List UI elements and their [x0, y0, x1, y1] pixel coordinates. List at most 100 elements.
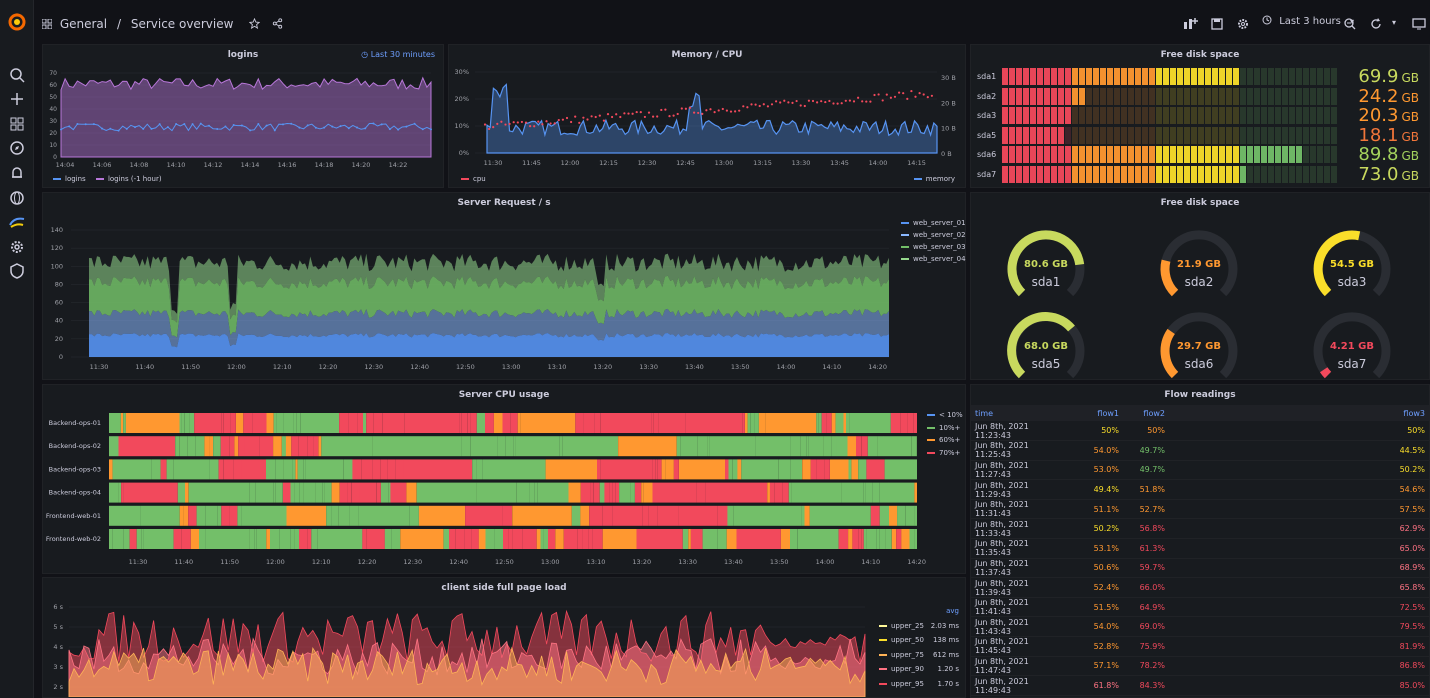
panel-title[interactable]: Server Request / s	[457, 198, 551, 208]
table-row[interactable]: Jun 8th, 2021 11:39:43 52.4% 66.0% 65.8%	[971, 577, 1429, 598]
legend-item[interactable]: 70%+	[927, 447, 963, 460]
legend: < 10% 10%+ 60%+ 70%+	[927, 409, 963, 459]
legend-item[interactable]: upper_95 1.70 s	[879, 677, 959, 692]
table-row[interactable]: Jun 8th, 2021 11:33:43 50.2% 56.8% 62.9%	[971, 518, 1429, 540]
panel-free-disk-bars[interactable]: Free disk space sda1 69.9 GB sda2 24.2 GB sda3…	[970, 44, 1430, 188]
table-row[interactable]: Jun 8th, 2021 11:47:43 57.1% 78.2% 86.8%	[971, 656, 1429, 677]
shield-icon[interactable]	[8, 262, 26, 280]
legend-item[interactable]: logins	[53, 175, 86, 183]
tv-mode-icon[interactable]	[1412, 14, 1426, 34]
legend-item[interactable]: 60%+	[927, 434, 963, 447]
legend-item[interactable]: < 10%	[927, 409, 963, 422]
zoom-out-icon[interactable]	[1343, 14, 1357, 34]
panel-title[interactable]: client side full page load	[441, 583, 567, 593]
disk-gauge-bar[interactable]	[1002, 68, 1338, 85]
logins-graph[interactable]: 70 60 50 40 30 20 10 014:04 14:06 14:08 14:10 14:12…	[43, 45, 443, 187]
save-icon[interactable]	[1210, 14, 1224, 34]
disk-gauge-bar[interactable]	[1002, 107, 1338, 124]
disk-gauge-bar[interactable]	[1002, 87, 1338, 105]
panel-title[interactable]: logins	[227, 50, 259, 60]
legend-item[interactable]: web_server_03	[901, 241, 966, 253]
legend-avg: 1.20 s	[937, 665, 959, 673]
panel-server-requests[interactable]: Server Request / s 140 120 100 80 60 40 20 0 11:…	[42, 192, 966, 380]
legend-item[interactable]: memory	[913, 175, 955, 183]
legend-item[interactable]: logins (-1 hour)	[95, 175, 162, 183]
grafana-logo-icon[interactable]	[6, 10, 28, 32]
legend-header[interactable]: avg	[946, 607, 959, 615]
legend-item[interactable]: web_server_01	[901, 217, 966, 229]
panel-memory-cpu[interactable]: Memory / CPU 30% 20% 10% 0% 30 B 20 B 10 B 0 B 1…	[448, 44, 966, 188]
gear-icon[interactable]	[1236, 14, 1250, 34]
table-row[interactable]: Jun 8th, 2021 11:25:43 54.0% 49.7% 44.5%	[971, 440, 1429, 461]
table-row[interactable]: Jun 8th, 2021 11:45:43 52.8% 75.9% 81.9%	[971, 636, 1429, 657]
legend-item[interactable]: upper_75 612 ms	[879, 648, 959, 663]
server-requests-graph[interactable]: 140 120 100 80 60 40 20 0 11:30 11:40 11:50 12:00 12…	[43, 193, 965, 379]
table-row[interactable]: Jun 8th, 2021 11:41:43 51.5% 64.9% 72.5%	[971, 597, 1429, 618]
legend-item[interactable]: upper_90 1.20 s	[879, 662, 959, 677]
refresh-icon[interactable]	[1369, 14, 1383, 34]
state-segment	[602, 529, 637, 549]
column-header-flow2[interactable]: flow2	[1123, 405, 1169, 421]
time-range-picker[interactable]: Last 3 hours ▾	[1262, 15, 1354, 27]
plus-icon[interactable]	[8, 90, 26, 108]
panel-title[interactable]: Server CPU usage	[458, 390, 550, 400]
cpu-point	[524, 121, 528, 124]
panel-title[interactable]: Free disk space	[1160, 198, 1240, 208]
cpu-point	[594, 115, 597, 119]
table-row[interactable]: Jun 8th, 2021 11:27:43 53.0% 49.7% 50.2%	[971, 460, 1429, 481]
table-row[interactable]: Jun 8th, 2021 11:23:43 50% 50% 50%	[971, 421, 1429, 442]
panel-title[interactable]: Memory / CPU	[671, 50, 743, 60]
disk-gauge-bar[interactable]	[1002, 126, 1338, 144]
star-icon[interactable]	[249, 17, 261, 30]
gear-icon[interactable]	[8, 238, 26, 256]
legend-item[interactable]: web_server_04	[901, 253, 966, 265]
state-segment	[109, 482, 119, 503]
gauge-cell	[1275, 165, 1281, 183]
legend-item[interactable]: cpu	[461, 175, 486, 183]
disk-gauge-bar[interactable]	[1002, 165, 1338, 183]
panel-server-cpu-usage[interactable]: Server CPU usage Backend-ops-01 Backend-o…	[42, 384, 966, 574]
dashboard-title[interactable]: Service overview	[130, 17, 234, 31]
table-row[interactable]: Jun 8th, 2021 11:43:43 54.0% 69.0% 79.5%	[971, 616, 1429, 638]
panel-page-load[interactable]: client side full page load 6 s 5 s 4 s 3 s 2…	[42, 577, 966, 698]
table-row[interactable]: Jun 8th, 2021 11:31:43 51.1% 52.7% 57.5%	[971, 499, 1429, 520]
panel-logins[interactable]: logins ◷ Last 30 minutes 70 60 50 40 30 20 10 0…	[42, 44, 444, 188]
legend-item[interactable]: upper_50 138 ms	[879, 633, 959, 648]
table-row[interactable]: Jun 8th, 2021 11:35:43 53.1% 61.3% 65.0%	[971, 538, 1429, 559]
breadcrumb-folder[interactable]: General	[59, 17, 108, 31]
disk-value: 73.0 GB	[1358, 164, 1419, 185]
cpu-point	[766, 105, 769, 108]
memory-cpu-graph[interactable]: 30% 20% 10% 0% 30 B 20 B 10 B 0 B 11:30 11:45 12:0…	[449, 45, 965, 187]
plugin-app-icon[interactable]	[8, 213, 26, 231]
share-icon[interactable]	[272, 18, 283, 29]
alerting-bell-icon[interactable]	[8, 164, 26, 182]
explore-icon[interactable]	[8, 139, 26, 157]
panel-free-disk-gauges[interactable]: Free disk space 80.6 GB sda1 21.9 GB sda2 54…	[970, 192, 1430, 380]
disk-gauge-bar[interactable]	[1002, 146, 1338, 163]
gauge-fill	[1319, 367, 1332, 379]
column-header-flow3[interactable]: flow3	[1169, 405, 1429, 421]
panel-title[interactable]: Free disk space	[1160, 50, 1240, 60]
series-area-1	[89, 333, 889, 357]
gauge-cell	[1093, 107, 1099, 124]
dashboards-icon[interactable]	[8, 115, 26, 133]
table-row[interactable]: Jun 8th, 2021 11:37:43 50.6% 59.7% 68.9%	[971, 558, 1429, 579]
legend-item[interactable]: 10%+	[927, 422, 963, 435]
legend-item[interactable]: web_server_02	[901, 229, 966, 241]
cpu-point	[680, 107, 683, 110]
table-row[interactable]: Jun 8th, 2021 11:29:43 49.4% 51.8% 54.6%	[971, 479, 1429, 500]
cpu-state-timeline[interactable]: Backend-ops-01 Backend-ops-02 Backend-ops-…	[43, 385, 965, 573]
globe-icon[interactable]	[8, 189, 26, 207]
gauge-cell	[1058, 87, 1064, 105]
panel-flow-readings[interactable]: Flow readings time flow1 flow2 flow3 Jun…	[970, 384, 1430, 698]
legend: avg upper_25 2.03 ms upper_50 138 ms upper_7…	[879, 604, 959, 691]
refresh-interval-chevron-icon[interactable]: ▾	[1392, 18, 1397, 27]
table-row[interactable]: Jun 8th, 2021 11:49:43 61.8% 84.3% 85.0%	[971, 675, 1429, 696]
column-header-time[interactable]: time	[971, 405, 1063, 421]
add-panel-icon[interactable]	[1182, 14, 1200, 34]
column-header-flow1[interactable]: flow1	[1063, 405, 1123, 421]
legend-item[interactable]: upper_25 2.03 ms	[879, 619, 959, 634]
search-icon[interactable]	[8, 66, 26, 84]
panel-title[interactable]: Flow readings	[1164, 390, 1236, 400]
page-load-graph[interactable]: 6 s 5 s 4 s 3 s 2 s	[43, 578, 965, 697]
